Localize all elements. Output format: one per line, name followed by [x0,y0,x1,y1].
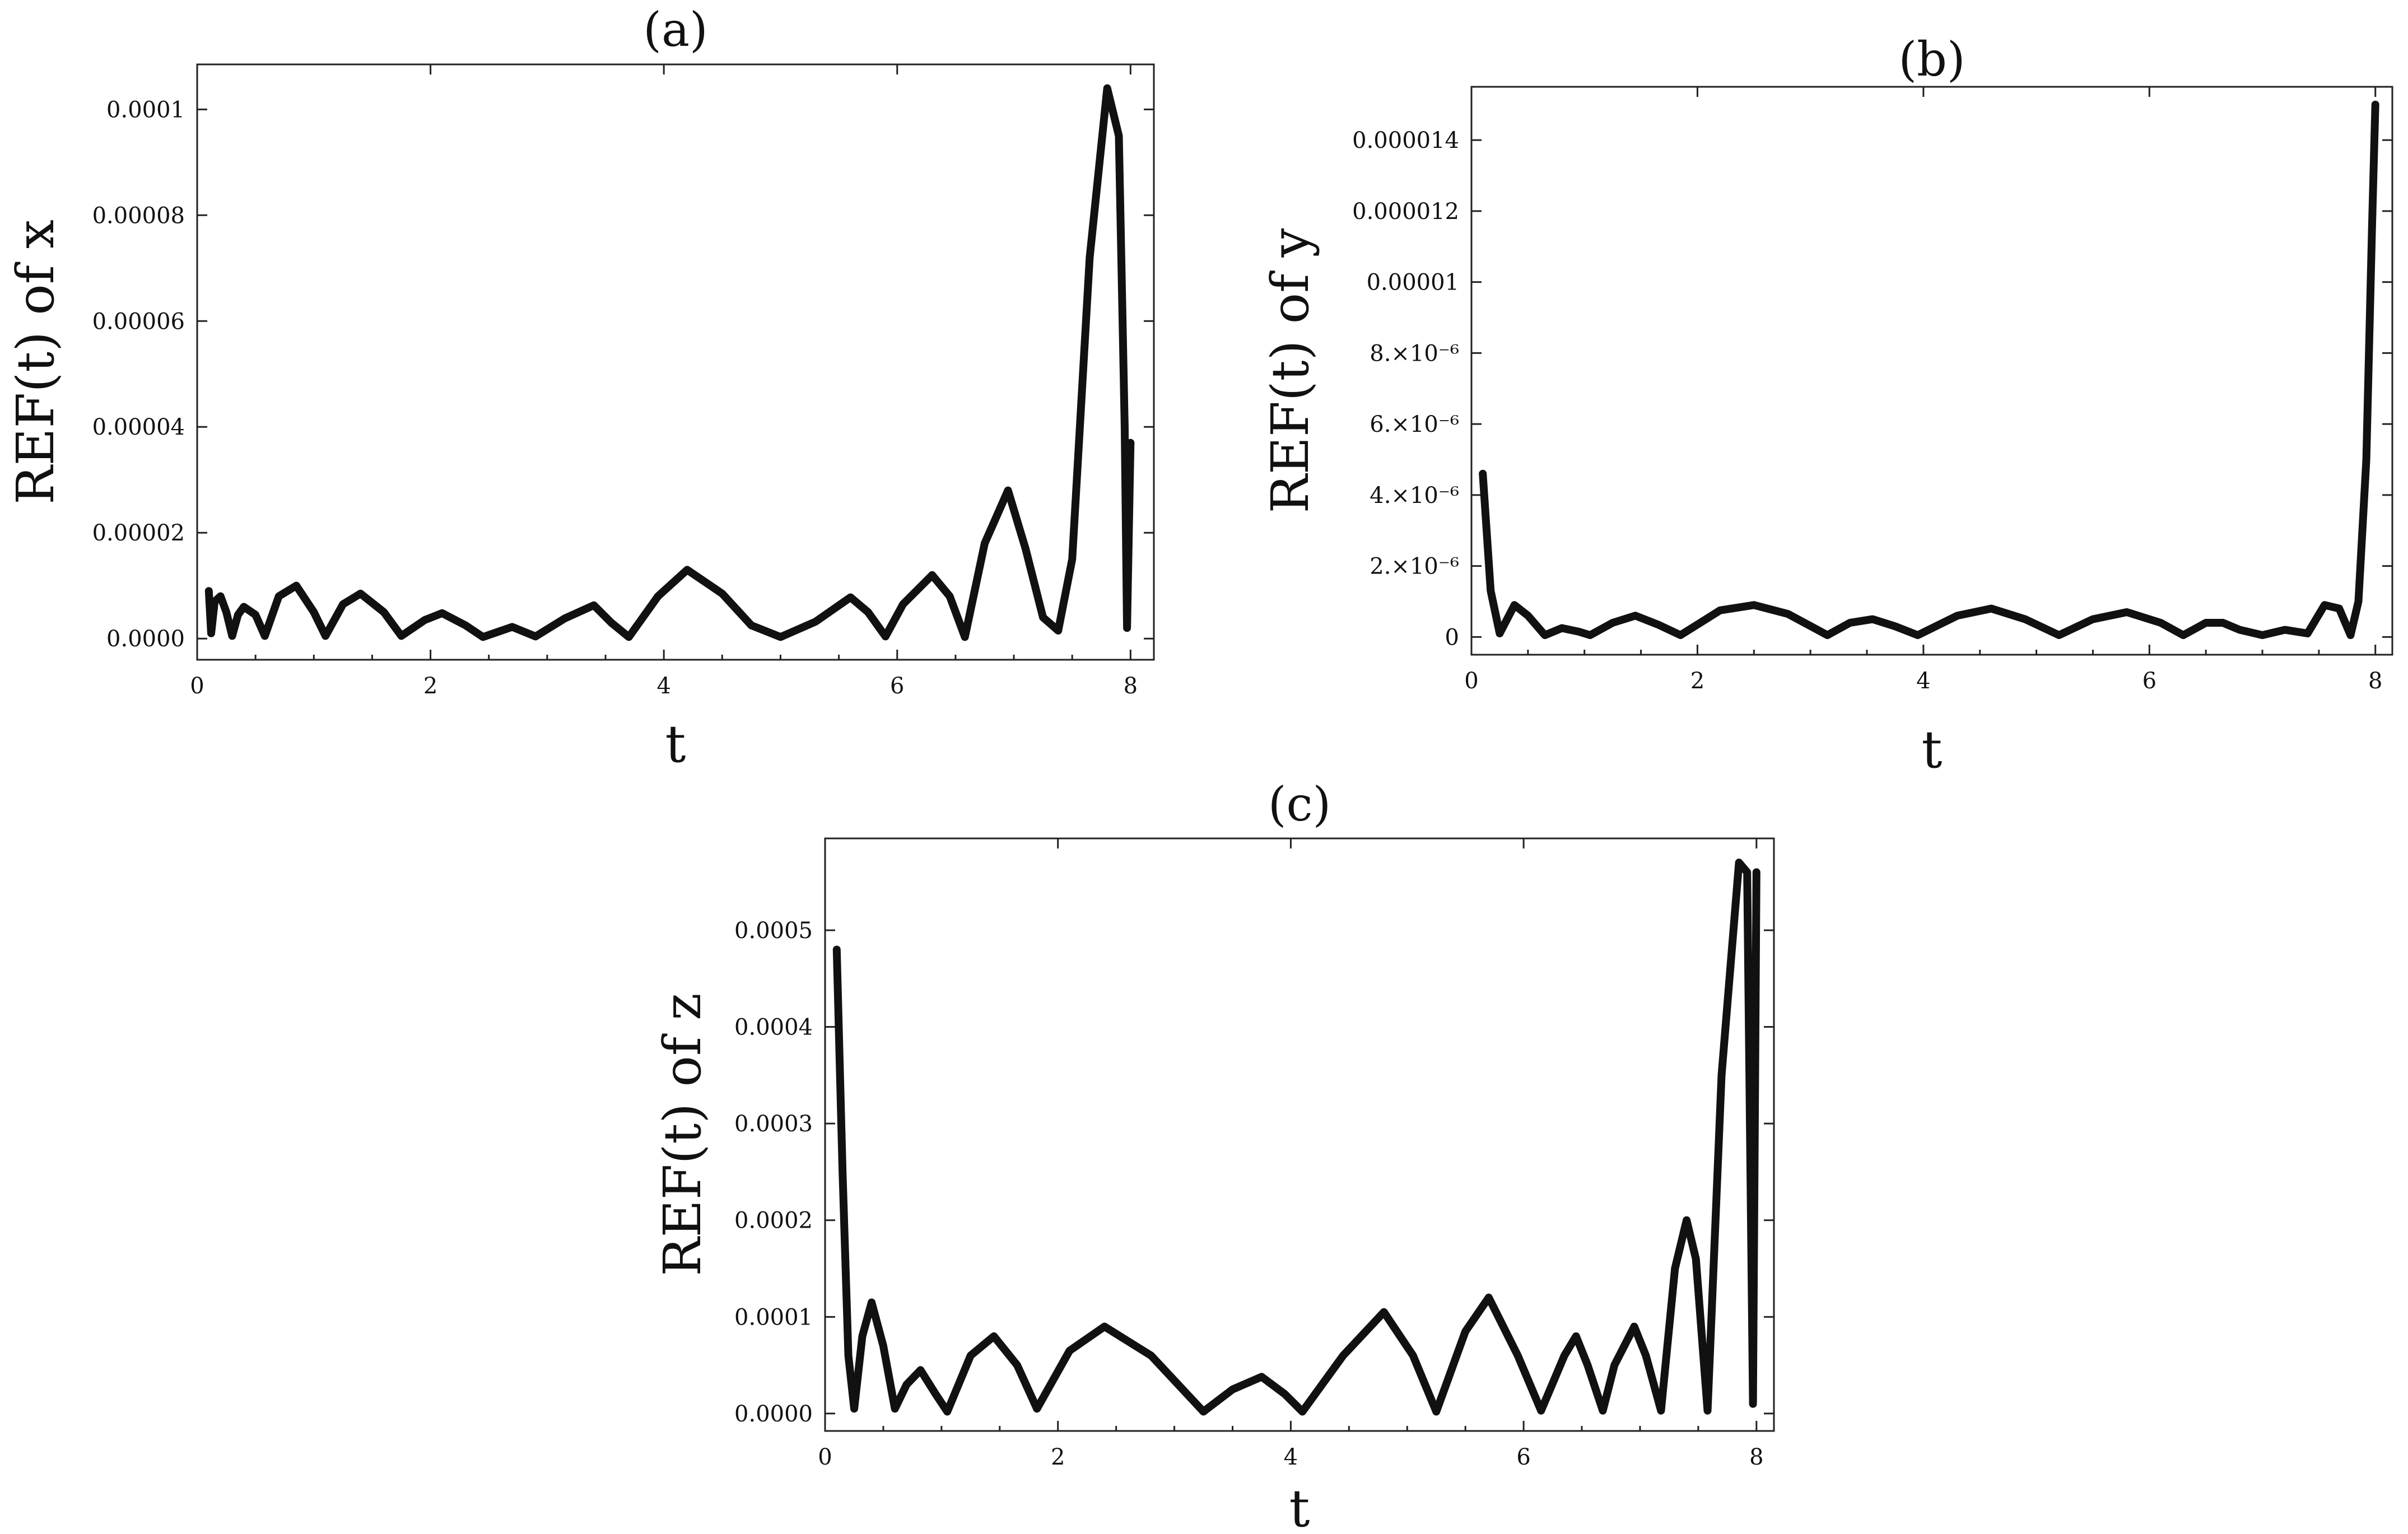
y-axis-title: REF(t) of x [6,220,66,505]
x-axis-title: t [1922,720,1943,780]
x-tick-label: 0 [190,673,204,699]
y-tick-label: 0.00002 [92,520,185,546]
x-tick-label: 8 [1124,673,1138,699]
y-tick-label: 0.0001 [106,97,185,123]
series-line-0 [204,84,1135,641]
panel-b: 0 2 4 6 8 0 2.×10⁻⁶ 4.×10⁻⁶ 6.×10⁻⁶ 8.×10⁻⁶ 0.0000… [1260,32,2393,780]
y-tick-label: 0.000014 [1352,128,1459,153]
x-tick-label: 2 [1051,1444,1065,1470]
plot-frame [1470,86,2393,656]
x-tick-label: 0 [818,1444,832,1470]
y-tick-label: 0.000012 [1352,199,1459,225]
x-tick-label: 2 [423,673,437,699]
x-axis-title: t [1289,1479,1310,1534]
y-tick-label: 0.0000 [106,626,185,652]
x-tick-label: 8 [1749,1444,1763,1470]
x-tick-label: 4 [1916,668,1930,694]
y-tick-label: 0.00001 [1367,270,1459,296]
panel-c: 0 2 4 6 8 0.0000 0.0001 0.0002 0.0003 0.0004 0.000… [653,777,1775,1534]
y-tick-label: 0.0002 [734,1208,813,1234]
y-tick-label: 0.0004 [734,1015,813,1041]
x-tick-label: 4 [656,673,670,699]
x-tick-label: 6 [890,673,904,699]
panel-title: (b) [1898,32,1965,87]
plot-frame [824,837,1775,1432]
y-tick-label: 0.0000 [734,1401,813,1427]
y-axis-title: REF(t) of z [653,993,712,1276]
y-tick-label: 0.0003 [734,1111,813,1137]
x-tick-label: 6 [2142,668,2157,694]
y-tick-label: 0.00006 [92,309,185,334]
x-tick-label: 0 [1464,668,1478,694]
y-tick-label: 0.0005 [734,918,813,944]
series-line-0 [1479,100,2379,640]
y-tick-label: 2.×10⁻⁶ [1370,554,1459,580]
panel-title: (a) [643,2,708,57]
x-tick-label: 4 [1284,1444,1298,1470]
x-tick-label: 2 [1690,668,1704,694]
y-tick-label: 6.×10⁻⁶ [1370,412,1459,437]
x-axis-title: t [665,714,686,774]
y-tick-label: 0.00008 [92,203,185,229]
y-tick-label: 8.×10⁻⁶ [1370,341,1459,366]
y-tick-label: 0 [1445,624,1459,650]
panel-title: (c) [1268,777,1331,832]
panel-a: 0 2 4 6 8 0.0000 0.00002 0.00004 0.00006 0.00008 0… [6,2,1155,774]
x-tick-label: 6 [1516,1444,1530,1470]
series-line-0 [832,859,1760,1416]
y-tick-label: 0.00004 [92,414,185,440]
x-tick-label: 8 [2368,668,2382,694]
y-tick-label: 4.×10⁻⁶ [1370,483,1459,509]
y-axis-title: REF(t) of y [1260,229,1320,514]
y-tick-label: 0.0001 [734,1304,813,1330]
plot-frame [196,63,1155,661]
